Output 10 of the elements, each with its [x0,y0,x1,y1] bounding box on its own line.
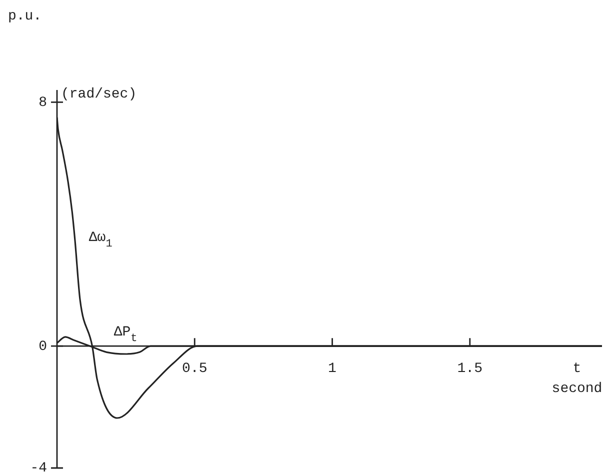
y-axis-title: p.u. [8,8,42,25]
x-tick-label: 1.5 [457,360,482,377]
y-tick-label: 0 [38,338,47,355]
x-tick-label: 0.5 [182,360,208,377]
y-tick-label: -4 [30,460,47,474]
y-tick-label: 8 [38,94,47,111]
x-tick-label: 1 [328,360,336,377]
x-axis-title: t [572,360,582,377]
annotation: second [552,380,602,397]
annotation: (rad/sec) [61,86,137,103]
